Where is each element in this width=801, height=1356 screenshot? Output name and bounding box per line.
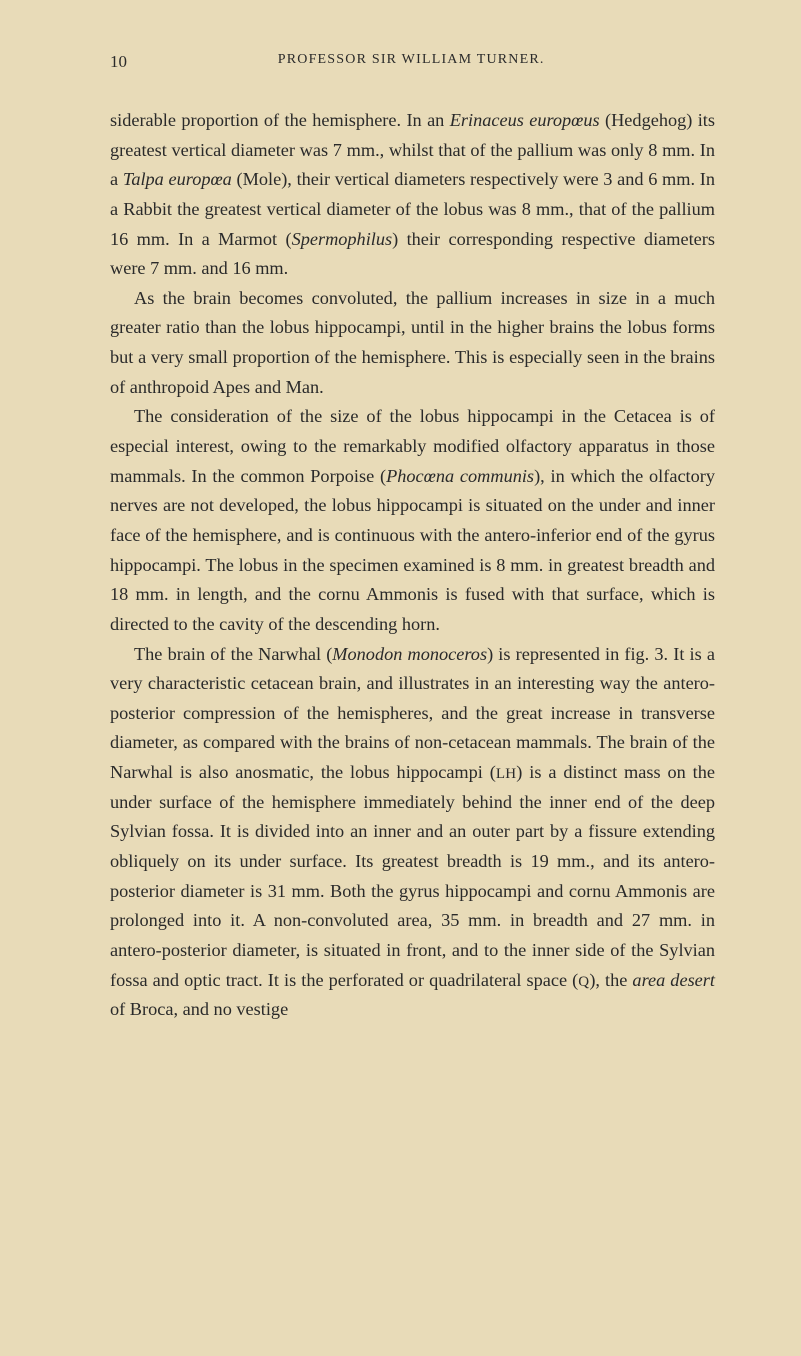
running-header: PROFESSOR SIR WILLIAM TURNER. [278,52,545,68]
paragraph-3: The consideration of the size of the lob… [110,402,715,639]
paragraph-4: The brain of the Narwhal (Monodon monoce… [110,640,715,1025]
paragraph-1: siderable proportion of the hemisphere. … [110,106,715,284]
body-text: siderable proportion of the hemisphere. … [110,106,715,1025]
paragraph-2: As the brain becomes convoluted, the pal… [110,284,715,403]
page-number: 10 [110,52,127,72]
